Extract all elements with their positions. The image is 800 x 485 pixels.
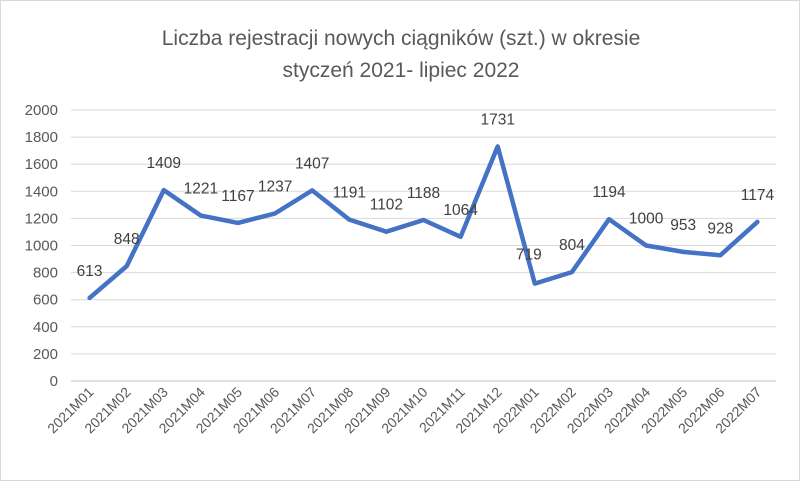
data-label: 1731	[480, 111, 514, 128]
y-tick-label: 800	[33, 265, 58, 282]
y-tick-label: 400	[33, 319, 58, 336]
y-tick-label: 0	[50, 373, 58, 390]
x-axis-ticks: 2021M012021M022021M032021M042021M052021M…	[44, 384, 765, 437]
y-axis-ticks: 0 200 400 600 800 1000 1200 1400 1600 1800 2000	[25, 102, 58, 390]
y-tick-label: 1800	[25, 129, 58, 146]
data-label: 848	[114, 231, 140, 248]
data-label: 1174	[741, 187, 775, 204]
data-label: 1188	[407, 185, 440, 202]
data-label: 1191	[333, 185, 366, 202]
data-label: 1064	[443, 202, 478, 219]
series-line	[87, 144, 760, 301]
y-tick-label: 1000	[25, 238, 58, 255]
data-label: 928	[707, 220, 733, 237]
chart-title: Liczba rejestracji nowych ciągników (szt…	[162, 27, 641, 82]
data-label: 1407	[295, 155, 329, 172]
data-label: 719	[516, 247, 542, 264]
y-tick-label: 1600	[25, 156, 58, 173]
chart-title-line-2: styczeń 2021- lipiec 2022	[283, 59, 520, 82]
data-label: 613	[77, 263, 103, 280]
data-series	[87, 144, 760, 301]
y-tick-label: 2000	[25, 102, 58, 119]
y-tick-label: 600	[33, 292, 58, 309]
data-label: 1409	[147, 155, 181, 172]
y-tick-label: 1400	[25, 183, 58, 200]
data-label: 953	[670, 217, 696, 234]
data-label: 1194	[592, 184, 626, 201]
data-label: 1237	[258, 178, 292, 195]
chart-title-line-1: Liczba rejestracji nowych ciągników (szt…	[162, 27, 641, 50]
data-label: 1221	[184, 181, 218, 198]
y-tick-label: 1200	[25, 210, 58, 227]
data-label: 1000	[629, 211, 664, 228]
data-label: 1102	[370, 197, 403, 214]
y-tick-label: 200	[33, 346, 58, 363]
data-label: 804	[559, 237, 585, 254]
data-label: 1167	[221, 188, 254, 205]
